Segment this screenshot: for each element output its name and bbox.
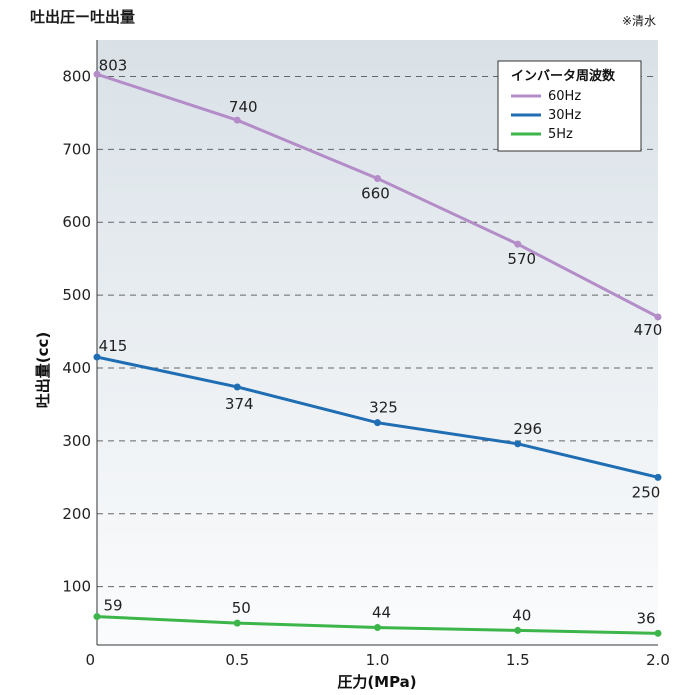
legend-box: [497, 60, 642, 152]
data-label: 570: [507, 250, 536, 268]
legend-items: 60Hz 30Hz 5Hz: [511, 89, 581, 142]
y-tick-label: 100: [62, 578, 91, 596]
data-label: 803: [99, 56, 128, 74]
data-label: 250: [632, 483, 661, 501]
data-point: [374, 419, 381, 427]
data-point: [514, 240, 522, 248]
data-label: 36: [636, 609, 655, 627]
data-label: 50: [232, 599, 251, 617]
note-label: ※清水: [621, 14, 656, 28]
data-label: 415: [99, 337, 128, 355]
y-tick-label: 200: [62, 505, 91, 523]
data-label: 660: [361, 184, 390, 202]
legend-item-label: 5Hz: [548, 127, 573, 142]
x-tick-label: 2.0: [646, 651, 670, 669]
data-label: 470: [634, 321, 663, 339]
x-tick-label: 0: [85, 651, 95, 669]
data-point: [514, 440, 522, 448]
y-tick-label: 400: [62, 359, 91, 377]
data-point: [374, 624, 381, 632]
legend-item-label: 60Hz: [548, 89, 581, 104]
data-point: [374, 174, 381, 182]
data-point: [233, 116, 241, 124]
data-point: [93, 613, 101, 621]
data-labels: 803 740 660 570 470 415 374 325 296 250 59 50 44 40 36: [99, 56, 663, 627]
data-point: [654, 629, 662, 637]
y-tick-label: 800: [62, 67, 91, 85]
data-label: 40: [512, 606, 531, 624]
data-label: 59: [103, 597, 122, 615]
data-point: [514, 626, 522, 634]
data-label: 374: [225, 395, 254, 413]
data-point: [654, 313, 662, 321]
y-tick-label: 500: [62, 286, 91, 304]
page-title: 吐出圧ー吐出量: [30, 8, 136, 26]
legend: インバータ周波数 60Hz 30Hz 5Hz: [497, 60, 642, 152]
data-point: [233, 619, 241, 627]
data-label: 325: [369, 399, 398, 417]
series-lines: [93, 70, 662, 637]
data-point: [93, 353, 101, 361]
y-axis-title: 吐出量(cc): [34, 332, 52, 409]
data-label: 44: [372, 604, 391, 622]
x-tick-label: 0.5: [225, 651, 249, 669]
legend-item-label: 30Hz: [548, 108, 581, 123]
data-label: 740: [229, 98, 258, 116]
data-point: [233, 383, 241, 391]
x-tick-label: 1.0: [366, 651, 390, 669]
y-tick-label: 600: [62, 213, 91, 231]
y-tick-label: 700: [62, 140, 91, 158]
data-point: [654, 473, 662, 481]
y-tick-label: 300: [62, 432, 91, 450]
x-tick-labels: 0 0.5 1.0 1.5 2.0: [85, 651, 669, 669]
x-axis-title: 圧力(MPa): [337, 673, 416, 691]
data-point: [93, 70, 101, 78]
y-tick-labels: 100 200 300 400 500 600 700 800: [62, 67, 91, 595]
data-label: 296: [513, 420, 542, 438]
legend-title: インバータ周波数: [511, 68, 616, 84]
x-tick-label: 1.5: [506, 651, 530, 669]
